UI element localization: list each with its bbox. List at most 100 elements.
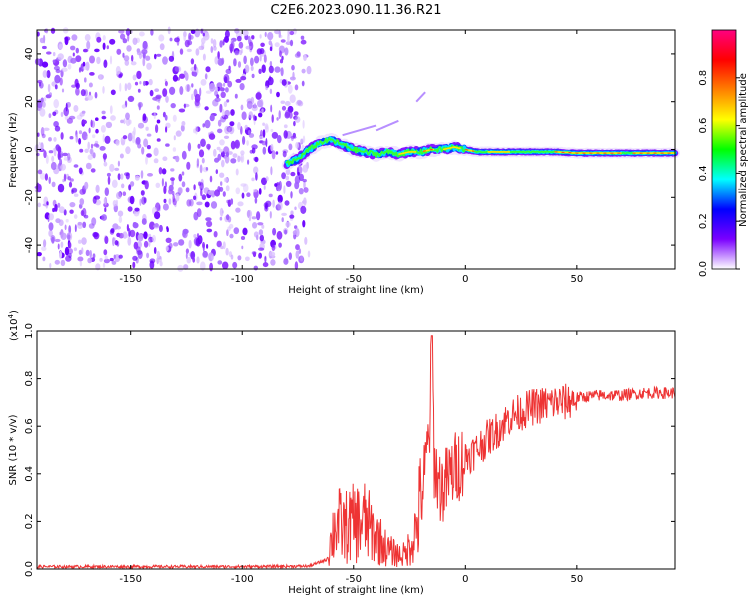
noise-speck	[295, 250, 300, 259]
noise-speck	[269, 251, 276, 257]
noise-speck	[226, 214, 230, 221]
x-tick-label: -150	[119, 574, 142, 585]
noise-speck	[57, 53, 64, 60]
noise-speck	[187, 142, 192, 152]
noise-speck	[283, 130, 288, 139]
noise-speck	[52, 111, 57, 117]
noise-speck	[298, 173, 304, 182]
noise-speck	[178, 239, 185, 246]
noise-speck	[186, 48, 192, 53]
noise-speck	[101, 115, 107, 120]
noise-speck	[214, 189, 221, 197]
noise-speck	[73, 247, 77, 252]
noise-speck	[288, 143, 293, 151]
noise-speck	[219, 103, 223, 113]
noise-speck	[90, 148, 94, 156]
noise-speck	[185, 84, 191, 92]
snr-y-ticks: 0.0 0.2 0.4 0.6 0.8 1.0	[24, 323, 675, 577]
heatmap-x-label: Height of straight line (km)	[288, 285, 424, 296]
noise-speck	[132, 222, 139, 229]
noise-speck	[146, 133, 152, 137]
noise-speck	[111, 260, 117, 265]
noise-speck	[124, 59, 130, 66]
noise-speck	[139, 81, 142, 85]
noise-speck	[290, 135, 297, 139]
noise-speck	[54, 84, 58, 90]
noise-speck	[46, 201, 49, 206]
noise-speck	[121, 183, 125, 189]
noise-speck	[229, 43, 234, 52]
noise-speck	[172, 114, 177, 122]
noise-speck	[101, 110, 106, 115]
noise-speck	[153, 247, 157, 254]
noise-speck	[139, 198, 142, 206]
noise-speck	[79, 260, 83, 267]
noise-speck	[233, 58, 237, 67]
noise-speck	[169, 37, 173, 42]
noise-speck	[37, 169, 43, 175]
noise-speck	[104, 135, 111, 144]
noise-speck	[240, 126, 243, 135]
noise-speck	[100, 124, 106, 133]
noise-speck	[146, 153, 152, 158]
noise-speck	[137, 101, 143, 108]
noise-speck	[78, 249, 83, 256]
noise-speck	[176, 38, 180, 46]
noise-speck	[120, 33, 126, 40]
noise-speck	[293, 111, 299, 116]
noise-speck	[186, 256, 192, 264]
noise-speck	[204, 73, 208, 80]
noise-speck	[270, 104, 273, 113]
noise-speck	[243, 55, 247, 65]
noise-speck	[124, 83, 128, 92]
colorbar: 0.0 0.2 0.4 0.6 0.8 Normalized spectral ampl…	[698, 29, 749, 277]
noise-speck	[276, 230, 283, 240]
noise-speck	[54, 74, 61, 84]
noise-speck	[128, 119, 132, 125]
noise-speck	[283, 185, 286, 194]
noise-speck	[261, 64, 266, 73]
noise-speck	[142, 116, 149, 124]
noise-speck	[79, 112, 85, 117]
noise-speck	[111, 179, 118, 188]
colorbar-ticks: 0.0 0.2 0.4 0.6 0.8	[698, 70, 740, 277]
noise-speck	[213, 148, 217, 157]
noise-speck	[262, 129, 266, 138]
noise-speck	[204, 119, 211, 129]
noise-speck	[155, 124, 159, 133]
noise-speck	[278, 30, 281, 38]
noise-speck	[284, 229, 288, 235]
noise-speck	[54, 238, 61, 243]
noise-speck	[109, 163, 115, 172]
noise-speck	[109, 105, 113, 114]
noise-speck	[242, 135, 246, 145]
noise-speck	[168, 55, 175, 62]
noise-speck	[71, 189, 74, 195]
noise-speck	[199, 87, 202, 97]
noise-speck	[279, 50, 282, 57]
noise-speck	[304, 236, 308, 245]
noise-speck	[69, 136, 74, 140]
noise-speck	[201, 194, 207, 201]
noise-speck	[202, 251, 209, 259]
noise-speck	[39, 172, 46, 180]
noise-speck	[156, 138, 161, 142]
ridge-streak	[415, 91, 426, 103]
noise-speck	[79, 188, 86, 195]
noise-speck	[219, 40, 223, 48]
noise-speck	[58, 43, 63, 50]
noise-speck	[237, 61, 242, 68]
noise-speck	[146, 145, 151, 150]
noise-speck	[227, 80, 233, 88]
noise-speck	[209, 114, 215, 122]
noise-speck	[95, 128, 99, 134]
noise-speck	[64, 246, 70, 256]
noise-speck	[51, 181, 56, 188]
noise-speck	[62, 178, 65, 183]
noise-speck	[234, 50, 240, 56]
noise-speck	[263, 185, 266, 190]
noise-speck	[254, 55, 260, 64]
x-tick-label: 0	[462, 274, 468, 285]
colorbar-tick-label: 0.4	[698, 165, 709, 181]
noise-speck	[116, 191, 122, 200]
